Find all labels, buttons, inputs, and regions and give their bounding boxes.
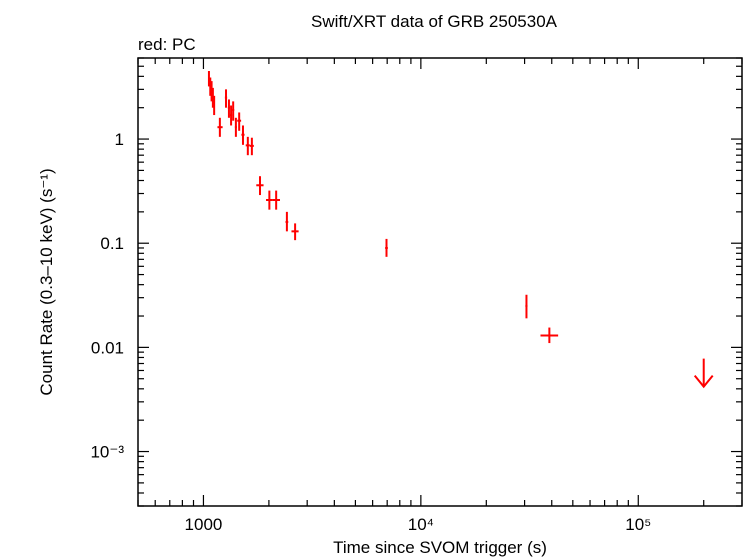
data-point <box>217 117 223 137</box>
x-axis-label: Time since SVOM trigger (s) <box>333 538 547 557</box>
plot-frame <box>137 57 743 507</box>
data-point <box>224 89 228 108</box>
data-point <box>272 190 281 210</box>
data-point <box>237 112 242 131</box>
data-point <box>291 223 299 241</box>
data-points <box>207 71 559 344</box>
data-point <box>230 105 233 126</box>
upper-limit-head <box>693 374 714 389</box>
y-tick-label: 0.01 <box>91 338 124 357</box>
upper-limits <box>693 358 714 389</box>
y-tick-label: 10⁻³ <box>90 443 124 462</box>
chart-subtitle: red: PC <box>138 35 196 54</box>
data-point <box>234 117 237 137</box>
data-point <box>249 137 254 156</box>
data-point <box>385 238 388 257</box>
x-tick-label: 1000 <box>185 515 223 534</box>
x-tick-label: 10⁴ <box>408 515 434 534</box>
x-tick-labels: 1000 10⁴ 10⁵ <box>185 515 652 534</box>
data-point <box>540 327 559 344</box>
y-tick-label: 1 <box>115 130 124 149</box>
axis-ticks <box>137 57 743 507</box>
data-point <box>213 95 216 116</box>
y-tick-labels: 1 0.1 0.01 10⁻³ <box>90 130 124 461</box>
y-tick-label: 0.1 <box>100 234 124 253</box>
chart-title: Swift/XRT data of GRB 250530A <box>311 12 558 31</box>
data-point <box>241 125 245 145</box>
data-point <box>245 136 250 156</box>
data-point <box>256 176 264 196</box>
upper-limit-arrow <box>693 358 714 389</box>
data-point <box>525 294 528 319</box>
data-point <box>266 190 273 210</box>
x-tick-label: 10⁵ <box>625 515 651 534</box>
data-point <box>285 211 289 232</box>
y-axis-label: Count Rate (0.3–10 keV) (s⁻¹) <box>37 168 56 395</box>
data-point <box>227 99 231 118</box>
data-point <box>232 101 235 121</box>
